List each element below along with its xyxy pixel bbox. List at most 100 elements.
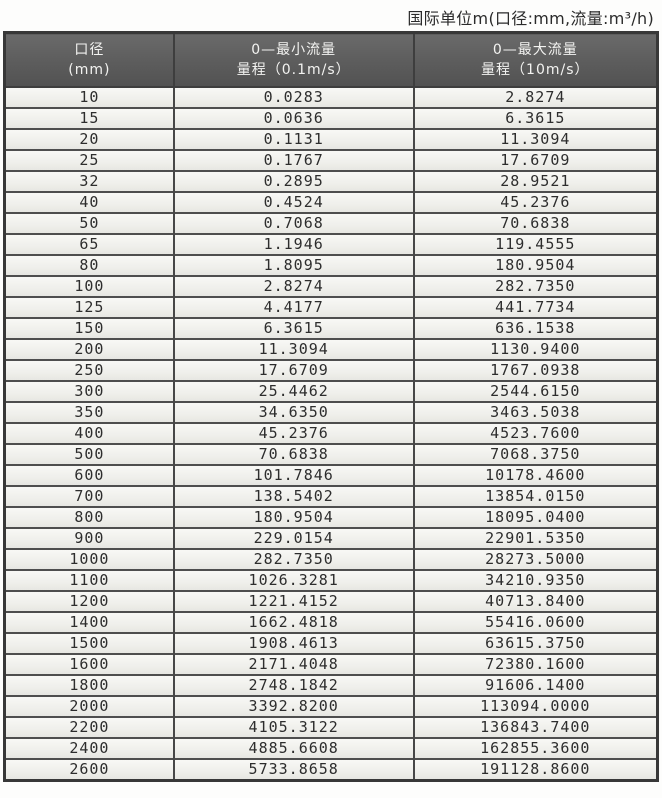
cell-min-flow: 5733.8658	[172, 758, 415, 781]
cell-min-flow: 17.6709	[172, 359, 415, 382]
cell-diameter: 500	[3, 443, 175, 466]
header-min-flow-line2: 量程（0.1m/s）	[236, 62, 351, 78]
cell-diameter: 400	[3, 422, 175, 445]
cell-min-flow: 45.2376	[172, 422, 415, 445]
header-diameter-line1: 口径	[74, 41, 105, 58]
cell-max-flow: 2.8274	[412, 86, 659, 109]
cell-max-flow: 119.4555	[412, 233, 659, 256]
table-row: 32 0.2895 28.9521	[3, 170, 659, 193]
cell-min-flow: 0.1767	[172, 149, 415, 172]
table-row: 500 70.6838 7068.3750	[3, 443, 659, 466]
cell-max-flow: 2544.6150	[412, 380, 659, 403]
cell-diameter: 2400	[3, 737, 175, 760]
cell-diameter: 600	[3, 464, 175, 487]
table-row: 25 0.1767 17.6709	[3, 149, 659, 172]
cell-diameter: 900	[3, 527, 175, 550]
cell-min-flow: 0.7068	[172, 212, 415, 235]
cell-diameter: 15	[3, 107, 175, 130]
cell-min-flow: 2171.4048	[172, 653, 415, 676]
cell-min-flow: 0.0283	[172, 86, 415, 109]
page-title: 国际单位m(口径:mm,流量:m³/h)	[407, 9, 654, 28]
cell-diameter: 300	[3, 380, 175, 403]
cell-min-flow: 1.8095	[172, 254, 415, 277]
cell-diameter: 20	[3, 128, 175, 151]
cell-min-flow: 229.0154	[172, 527, 415, 550]
cell-max-flow: 70.6838	[412, 212, 659, 235]
cell-diameter: 1200	[3, 590, 175, 613]
header-row: 口径 (mm) 0—最小流量 量程（0.1m/s） 0—最大流量 量程（10m/…	[3, 31, 659, 88]
cell-max-flow: 282.7350	[412, 275, 659, 298]
cell-min-flow: 1662.4818	[172, 611, 415, 634]
cell-diameter: 2600	[3, 758, 175, 781]
cell-max-flow: 1130.9400	[412, 338, 659, 361]
cell-max-flow: 11.3094	[412, 128, 659, 151]
table-row: 1100 1026.3281 34210.9350	[3, 569, 659, 592]
table-row: 2200 4105.3122 136843.7400	[3, 716, 659, 739]
table-row: 600 101.7846 10178.4600	[3, 464, 659, 487]
cell-min-flow: 1.1946	[172, 233, 415, 256]
table-row: 1500 1908.4613 63615.3750	[3, 632, 659, 655]
cell-diameter: 1500	[3, 632, 175, 655]
cell-diameter: 1400	[3, 611, 175, 634]
cell-max-flow: 113094.0000	[412, 695, 659, 718]
table-row: 1800 2748.1842 91606.1400	[3, 674, 659, 697]
table-row: 20 0.1131 11.3094	[3, 128, 659, 151]
table-row: 400 45.2376 4523.7600	[3, 422, 659, 445]
table-row: 2000 3392.8200 113094.0000	[3, 695, 659, 718]
cell-min-flow: 70.6838	[172, 443, 415, 466]
cell-min-flow: 101.7846	[172, 464, 415, 487]
cell-max-flow: 13854.0150	[412, 485, 659, 508]
table-row: 250 17.6709 1767.0938	[3, 359, 659, 382]
header-max-flow-line2: 量程（10m/s）	[481, 62, 590, 78]
cell-min-flow: 4885.6608	[172, 737, 415, 760]
cell-max-flow: 28273.5000	[412, 548, 659, 571]
cell-max-flow: 4523.7600	[412, 422, 659, 445]
cell-diameter: 350	[3, 401, 175, 424]
cell-min-flow: 2.8274	[172, 275, 415, 298]
cell-max-flow: 6.3615	[412, 107, 659, 130]
cell-max-flow: 3463.5038	[412, 401, 659, 424]
cell-max-flow: 441.7734	[412, 296, 659, 319]
cell-min-flow: 34.6350	[172, 401, 415, 424]
cell-min-flow: 2748.1842	[172, 674, 415, 697]
cell-min-flow: 4105.3122	[172, 716, 415, 739]
cell-diameter: 125	[3, 296, 175, 319]
cell-diameter: 1100	[3, 569, 175, 592]
table-row: 50 0.7068 70.6838	[3, 212, 659, 235]
cell-diameter: 50	[3, 212, 175, 235]
cell-max-flow: 34210.9350	[412, 569, 659, 592]
table-row: 1400 1662.4818 55416.0600	[3, 611, 659, 634]
cell-diameter: 40	[3, 191, 175, 214]
cell-diameter: 25	[3, 149, 175, 172]
table-row: 1000 282.7350 28273.5000	[3, 548, 659, 571]
cell-min-flow: 25.4462	[172, 380, 415, 403]
table-row: 300 25.4462 2544.6150	[3, 380, 659, 403]
cell-diameter: 2000	[3, 695, 175, 718]
table-row: 1200 1221.4152 40713.8400	[3, 590, 659, 613]
table-row: 800 180.9504 18095.0400	[3, 506, 659, 529]
table-row: 200 11.3094 1130.9400	[3, 338, 659, 361]
cell-max-flow: 10178.4600	[412, 464, 659, 487]
table-row: 100 2.8274 282.7350	[3, 275, 659, 298]
cell-min-flow: 0.1131	[172, 128, 415, 151]
cell-diameter: 1800	[3, 674, 175, 697]
cell-min-flow: 1908.4613	[172, 632, 415, 655]
cell-min-flow: 11.3094	[172, 338, 415, 361]
cell-diameter: 80	[3, 254, 175, 277]
table-row: 125 4.4177 441.7734	[3, 296, 659, 319]
table-row: 2600 5733.8658 191128.8600	[3, 758, 659, 781]
cell-max-flow: 636.1538	[412, 317, 659, 340]
table-row: 1600 2171.4048 72380.1600	[3, 653, 659, 676]
cell-min-flow: 282.7350	[172, 548, 415, 571]
header-diameter-line2: (mm)	[68, 62, 111, 78]
cell-max-flow: 22901.5350	[412, 527, 659, 550]
cell-max-flow: 7068.3750	[412, 443, 659, 466]
cell-min-flow: 1026.3281	[172, 569, 415, 592]
cell-min-flow: 6.3615	[172, 317, 415, 340]
table-row: 65 1.1946 119.4555	[3, 233, 659, 256]
table-row: 350 34.6350 3463.5038	[3, 401, 659, 424]
cell-min-flow: 138.5402	[172, 485, 415, 508]
table-row: 40 0.4524 45.2376	[3, 191, 659, 214]
cell-min-flow: 0.0636	[172, 107, 415, 130]
